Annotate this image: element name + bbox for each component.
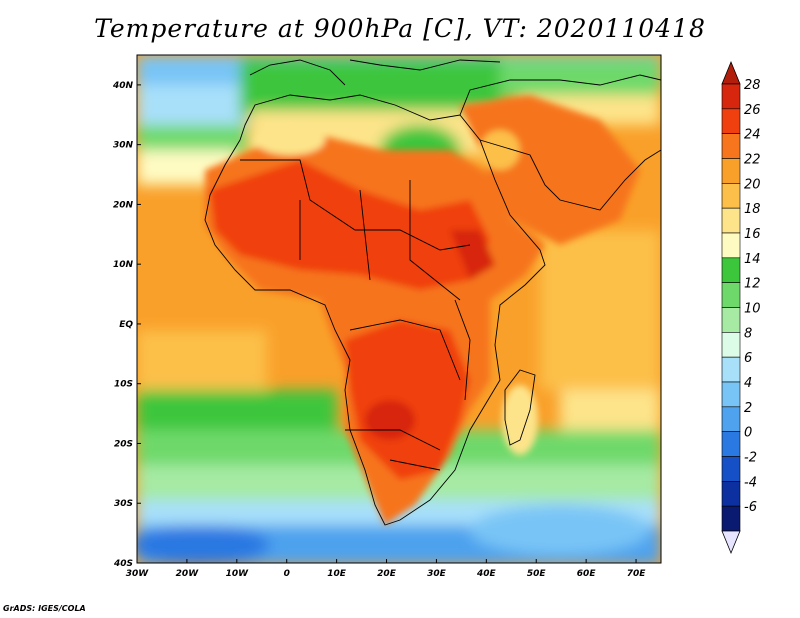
colorbar-swatch	[721, 257, 741, 283]
colorbar-label: 0	[744, 426, 752, 441]
colorbar-swatch	[721, 232, 741, 259]
lon-tick-label: 30E	[427, 569, 447, 579]
longitude-axis: 30W 20W 10W 0 10E 20E 30E 40E 50E 60E 70E	[126, 559, 646, 579]
lon-tick-label: 30W	[126, 569, 150, 579]
lon-tick-label: 20E	[377, 569, 397, 579]
colorbar-swatch	[721, 505, 741, 532]
lon-tick-label: 70E	[627, 569, 647, 579]
coastlines	[204, 59, 661, 526]
latitude-axis: 40N 30N 20N 10N EQ 10S 20S 30S 40S	[112, 81, 141, 569]
colorbar-label: 8	[744, 326, 752, 341]
lon-tick-label: 20W	[176, 569, 200, 579]
plot-frame	[136, 54, 662, 564]
lat-tick-label: 30N	[113, 141, 134, 151]
lat-tick-label: 10S	[114, 380, 133, 390]
colorbar-swatch	[721, 307, 741, 333]
map-title: Temperature at 900hPa [C], VT: 202011041…	[94, 14, 706, 43]
lat-tick-label: EQ	[119, 320, 133, 330]
colorbar-swatch	[721, 108, 741, 134]
lon-tick-label: 10E	[327, 569, 347, 579]
colorbar-label: 22	[744, 153, 761, 168]
colorbar-swatch	[721, 183, 741, 209]
lat-tick-label: 20S	[114, 439, 133, 449]
colorbar-label: -2	[744, 451, 757, 466]
colorbar-swatch	[721, 133, 741, 159]
colorbar-label: 6	[744, 351, 752, 366]
colorbar-swatch	[721, 431, 741, 457]
colorbar-label: 28	[744, 78, 761, 93]
credit-text: GrADS: IGES/COLA	[3, 604, 86, 613]
colorbar-swatch	[721, 406, 741, 432]
colorbar-label: 14	[744, 252, 761, 267]
lon-tick-label: 50E	[527, 569, 547, 579]
lon-tick-label: 10W	[226, 569, 250, 579]
lat-tick-label: 20N	[113, 200, 134, 210]
colorbar-label: 4	[744, 376, 752, 391]
colorbar-label: -6	[744, 500, 757, 515]
colorbar-swatch	[721, 83, 741, 110]
colorbar-top-arrow	[721, 60, 741, 85]
colorbar-swatch	[721, 332, 741, 358]
colorbar-swatch	[721, 356, 741, 383]
colorbar-swatch	[721, 158, 741, 184]
colorbar-label: 10	[744, 302, 761, 317]
colorbar-label: 16	[744, 227, 761, 242]
lon-tick-label: 0	[284, 569, 290, 579]
colorbar-bottom-arrow	[721, 530, 741, 555]
colorbar-label: 12	[744, 277, 761, 292]
lat-tick-label: 10N	[113, 260, 134, 270]
colorbar-swatch	[721, 456, 741, 482]
colorbar-swatch	[721, 207, 741, 234]
lat-tick-label: 40N	[112, 81, 134, 91]
colorbar-swatch	[721, 282, 741, 308]
lat-tick-label: 30S	[114, 499, 133, 509]
colorbar-label: 18	[744, 202, 761, 217]
colorbar-swatch	[721, 481, 741, 507]
temperature-field	[137, 55, 661, 563]
colorbar-label: 26	[744, 103, 761, 118]
colorbar-swatch	[721, 381, 741, 408]
lon-tick-label: 40E	[476, 569, 497, 579]
colorbar-label: 24	[744, 128, 761, 143]
lon-tick-label: 60E	[577, 569, 597, 579]
lat-tick-label: 40S	[113, 559, 133, 569]
colorbar-label: -4	[744, 475, 757, 490]
colorbar-label: 20	[744, 177, 761, 192]
colorbar-label: 2	[744, 401, 752, 416]
